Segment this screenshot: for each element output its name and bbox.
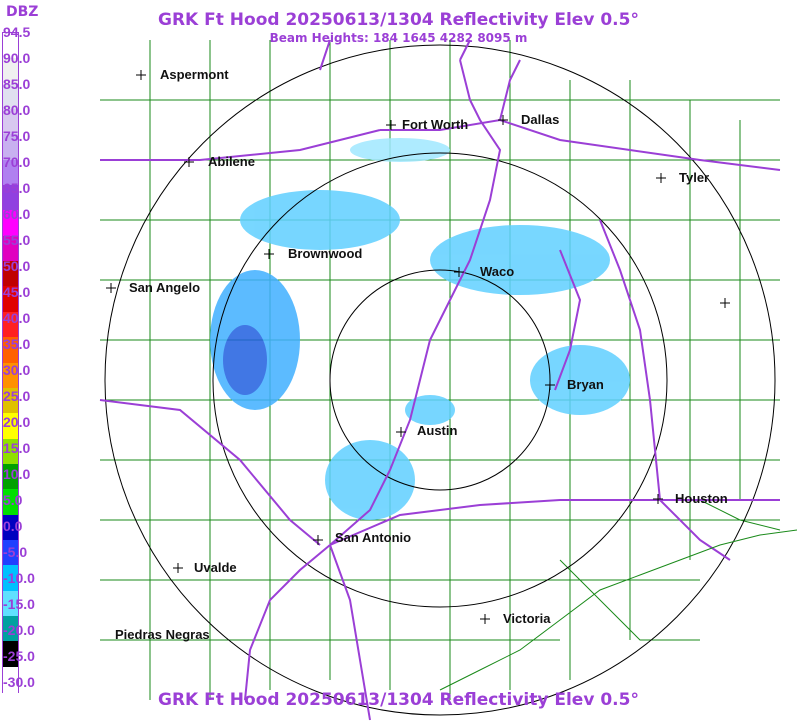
city-label: Austin bbox=[417, 423, 458, 438]
city-label: Waco bbox=[480, 264, 515, 279]
highways bbox=[99, 39, 781, 721]
legend-tick-label: 60.0 bbox=[3, 206, 31, 222]
legend-swatch bbox=[3, 235, 18, 262]
legend-swatch bbox=[3, 565, 18, 592]
range-rings bbox=[104, 44, 776, 716]
legend-swatch bbox=[3, 438, 18, 465]
legend-swatch bbox=[3, 514, 18, 541]
legend-swatch bbox=[3, 109, 18, 136]
legend-tick-label: 55.0 bbox=[3, 232, 31, 248]
legend-swatch bbox=[3, 615, 18, 642]
legend-swatch bbox=[3, 337, 18, 364]
legend-tick-label: 0.0 bbox=[3, 518, 23, 534]
color-scale-bar bbox=[2, 32, 19, 693]
legend-swatch bbox=[3, 185, 18, 212]
legend-tick-label: 35.0 bbox=[3, 336, 31, 352]
map-footer-title: GRK Ft Hood 20250613/1304 Reflectivity E… bbox=[158, 690, 639, 710]
legend-swatch bbox=[3, 413, 18, 440]
legend-tick-label: -5.0 bbox=[3, 544, 28, 560]
legend-swatch bbox=[3, 210, 18, 237]
legend-tick-label: 15.0 bbox=[3, 440, 31, 456]
legend-tick-label: -20.0 bbox=[3, 622, 35, 638]
legend-tick-label: -30.0 bbox=[3, 674, 35, 690]
city-label: Uvalde bbox=[194, 560, 237, 575]
legend-tick-label: 45.0 bbox=[3, 284, 31, 300]
city-label: San Antonio bbox=[335, 530, 412, 545]
legend-swatch bbox=[3, 311, 18, 338]
legend-tick-label: 5.0 bbox=[3, 492, 23, 508]
legend-swatch bbox=[3, 387, 18, 414]
city-label: Aspermont bbox=[160, 67, 229, 82]
legend-swatch bbox=[3, 666, 18, 693]
legend-tick-label: 80.0 bbox=[3, 102, 31, 118]
legend-tick-label: 50.0 bbox=[3, 258, 31, 274]
legend-tick-label: 10.0 bbox=[3, 466, 31, 482]
city-label: Bryan bbox=[567, 377, 604, 392]
radar-echoes bbox=[210, 138, 630, 520]
legend-tick-label: -10.0 bbox=[3, 570, 35, 586]
legend-tick-label: 94.5 bbox=[3, 24, 31, 40]
legend-tick-label: 40.0 bbox=[3, 310, 31, 326]
legend-tick-label: 85.0 bbox=[3, 76, 31, 92]
legend-unit: DBZ bbox=[6, 4, 39, 20]
city-label: Abilene bbox=[208, 154, 255, 169]
legend-swatch bbox=[3, 590, 18, 617]
county-boundaries bbox=[100, 40, 781, 700]
city-label: Fort Worth bbox=[402, 117, 469, 132]
legend-swatch bbox=[3, 134, 18, 161]
city-label: Dallas bbox=[521, 112, 560, 127]
coastline bbox=[439, 529, 797, 691]
legend-swatch bbox=[3, 463, 18, 490]
legend-swatch bbox=[3, 489, 18, 516]
city-label: Tyler bbox=[679, 170, 710, 185]
legend-swatch bbox=[3, 286, 18, 313]
legend-tick-label: 25.0 bbox=[3, 388, 31, 404]
legend-tick-label: -15.0 bbox=[3, 596, 35, 612]
city-label: Brownwood bbox=[288, 246, 363, 261]
map-title: GRK Ft Hood 20250613/1304 Reflectivity E… bbox=[158, 10, 639, 30]
legend-tick-label: 65.0 bbox=[3, 180, 31, 196]
city-label: Piedras Negras bbox=[115, 627, 210, 642]
legend-swatch bbox=[3, 58, 18, 85]
legend-tick-label: 75.0 bbox=[3, 128, 31, 144]
city-label: Houston bbox=[675, 491, 728, 506]
legend-swatch bbox=[3, 539, 18, 566]
city-markers bbox=[106, 70, 730, 624]
legend-tick-label: 90.0 bbox=[3, 50, 31, 66]
legend-tick-label: -25.0 bbox=[3, 648, 35, 664]
legend-swatch bbox=[3, 362, 18, 389]
city-label: San Angelo bbox=[129, 280, 201, 295]
legend-tick-label: 20.0 bbox=[3, 414, 31, 430]
city-label: Victoria bbox=[503, 611, 551, 626]
legend-swatch bbox=[3, 641, 18, 668]
legend-tick-label: 70.0 bbox=[3, 154, 31, 170]
dbz-legend: DBZ 94.5 90.0 85.0 80.0 75.0 70.0 65.0 60.0 55.0… bbox=[0, 0, 44, 726]
legend-swatch bbox=[3, 159, 18, 186]
legend-swatch bbox=[3, 33, 18, 59]
legend-swatch bbox=[3, 83, 18, 110]
legend-swatch bbox=[3, 261, 18, 288]
legend-tick-label: 30.0 bbox=[3, 362, 31, 378]
beam-heights: Beam Heights: 184 1645 4282 8095 m bbox=[269, 31, 528, 45]
